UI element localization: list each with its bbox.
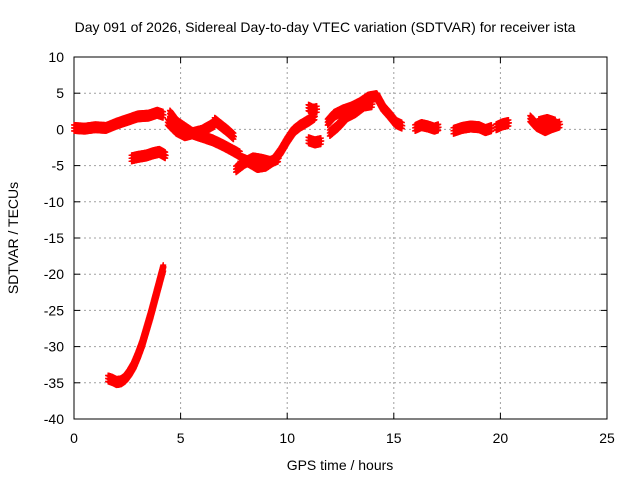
data-point [318, 137, 325, 144]
x-tick-label: 15 [386, 430, 402, 446]
data-point [275, 155, 282, 162]
data-point [399, 122, 406, 129]
series-main-track-4 [211, 114, 237, 143]
data-point [314, 106, 321, 113]
series-main-track-10 [326, 98, 376, 140]
series-main-track-1 [71, 106, 167, 135]
y-tick-label: -5 [52, 158, 65, 174]
y-tick-label: -15 [44, 230, 64, 246]
ticks: 0 5 10 15 20 25 10 5 0 -5 -10 -15 -20 -25 -30 -35 -40 [44, 49, 615, 446]
x-tick-label: 20 [493, 430, 509, 446]
y-tick-label: -40 [44, 411, 64, 427]
data-point [160, 111, 167, 118]
series-main-track-8 [305, 134, 325, 149]
series-group [71, 90, 564, 389]
y-tick-label: -10 [44, 194, 64, 210]
x-tick-label: 25 [599, 430, 615, 446]
y-tick-label: -35 [44, 375, 64, 391]
data-point [230, 133, 237, 140]
data-point [369, 101, 376, 108]
y-tick-label: 10 [48, 49, 64, 65]
x-tick-label: 5 [177, 430, 185, 446]
series-main-track-13 [493, 116, 512, 134]
series-main-track-12 [450, 120, 495, 137]
series-main-track-7 [305, 101, 321, 116]
chart-title: Day 091 of 2026, Sidereal Day-to-day VTE… [75, 19, 576, 35]
y-tick-label: -20 [44, 266, 64, 282]
series-main-track-3 [164, 116, 218, 142]
x-tick-label: 0 [70, 430, 78, 446]
series-secondary-track-2 [105, 262, 167, 389]
x-axis-title: GPS time / hours [287, 457, 394, 473]
series-main-track-11 [412, 119, 442, 135]
y-axis-title: SDTVAR / TECUs [5, 182, 21, 294]
y-tick-label: 5 [56, 85, 64, 101]
x-tick-label: 10 [279, 430, 295, 446]
y-tick-label: 0 [56, 121, 64, 137]
series-main-track-6 [233, 152, 282, 176]
y-tick-label: -25 [44, 302, 64, 318]
y-tick-label: -30 [44, 339, 64, 355]
series-secondary-track-1 [128, 145, 169, 165]
